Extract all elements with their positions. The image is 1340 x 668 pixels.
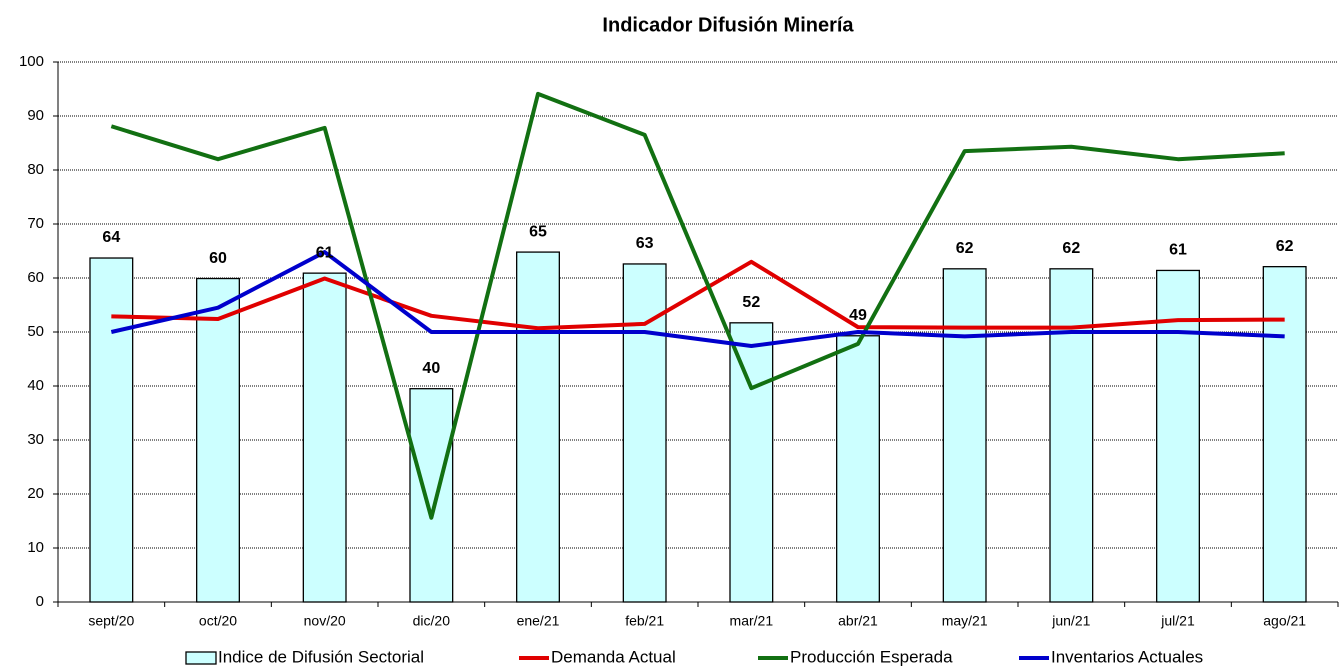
value-label: 61 bbox=[1169, 242, 1187, 259]
legend-label: Inventarios Actuales bbox=[1051, 647, 1203, 666]
bar bbox=[836, 335, 880, 603]
value-label: 61 bbox=[316, 244, 334, 261]
bar bbox=[622, 263, 667, 603]
y-tick-label: 10 bbox=[27, 539, 44, 556]
value-label: 64 bbox=[102, 229, 120, 246]
x-tick-label: ene/21 bbox=[517, 613, 560, 629]
x-tick-label: ago/21 bbox=[1263, 613, 1306, 629]
value-label: 60 bbox=[209, 250, 227, 267]
value-label: 40 bbox=[422, 360, 440, 377]
legend-label: Demanda Actual bbox=[551, 647, 676, 666]
bar bbox=[196, 277, 240, 603]
value-label: 49 bbox=[849, 307, 867, 324]
x-tick-label: nov/20 bbox=[304, 613, 346, 629]
chart-title: Indicador Difusión Minería bbox=[602, 14, 854, 36]
line bbox=[110, 91, 1285, 520]
value-label: 62 bbox=[1276, 238, 1294, 255]
bar bbox=[516, 251, 560, 603]
y-tick-label: 40 bbox=[27, 377, 44, 394]
x-tick-label: may/21 bbox=[942, 613, 988, 629]
x-tick-label: oct/20 bbox=[199, 613, 237, 629]
y-tick-label: 100 bbox=[19, 53, 44, 70]
line bbox=[111, 259, 1285, 331]
y-tick-label: 20 bbox=[27, 485, 44, 502]
bar bbox=[302, 272, 347, 603]
y-tick-label: 0 bbox=[36, 593, 44, 610]
y-tick-label: 70 bbox=[27, 215, 44, 232]
y-tick-label: 50 bbox=[27, 323, 44, 340]
bar bbox=[729, 322, 774, 603]
x-tick-label: mar/21 bbox=[730, 613, 774, 629]
line bbox=[110, 250, 1285, 349]
x-tick-label: abr/21 bbox=[838, 613, 878, 629]
legend-swatch bbox=[185, 651, 217, 665]
value-label: 62 bbox=[1062, 240, 1080, 257]
value-label: 62 bbox=[956, 240, 974, 257]
x-tick-label: sept/20 bbox=[88, 613, 134, 629]
bar bbox=[409, 388, 454, 603]
x-tick-label: dic/20 bbox=[413, 613, 451, 629]
y-tick-label: 30 bbox=[27, 431, 44, 448]
value-label: 52 bbox=[742, 294, 760, 311]
x-tick-label: jun/21 bbox=[1051, 613, 1090, 629]
legend-label: Producción Esperada bbox=[790, 647, 953, 666]
y-tick-label: 90 bbox=[27, 107, 44, 124]
bar bbox=[89, 257, 134, 603]
value-label: 65 bbox=[529, 223, 547, 240]
x-tick-label: jul/21 bbox=[1160, 613, 1195, 629]
x-tick-label: feb/21 bbox=[625, 613, 664, 629]
y-tick-label: 60 bbox=[27, 269, 44, 286]
value-label: 63 bbox=[636, 235, 654, 252]
y-tick-label: 80 bbox=[27, 161, 44, 178]
bar bbox=[1049, 268, 1094, 603]
legend-label: Indice de Difusión Sectorial bbox=[218, 647, 424, 666]
bar bbox=[1262, 266, 1307, 603]
bar bbox=[1156, 269, 1200, 603]
bar bbox=[942, 268, 987, 603]
